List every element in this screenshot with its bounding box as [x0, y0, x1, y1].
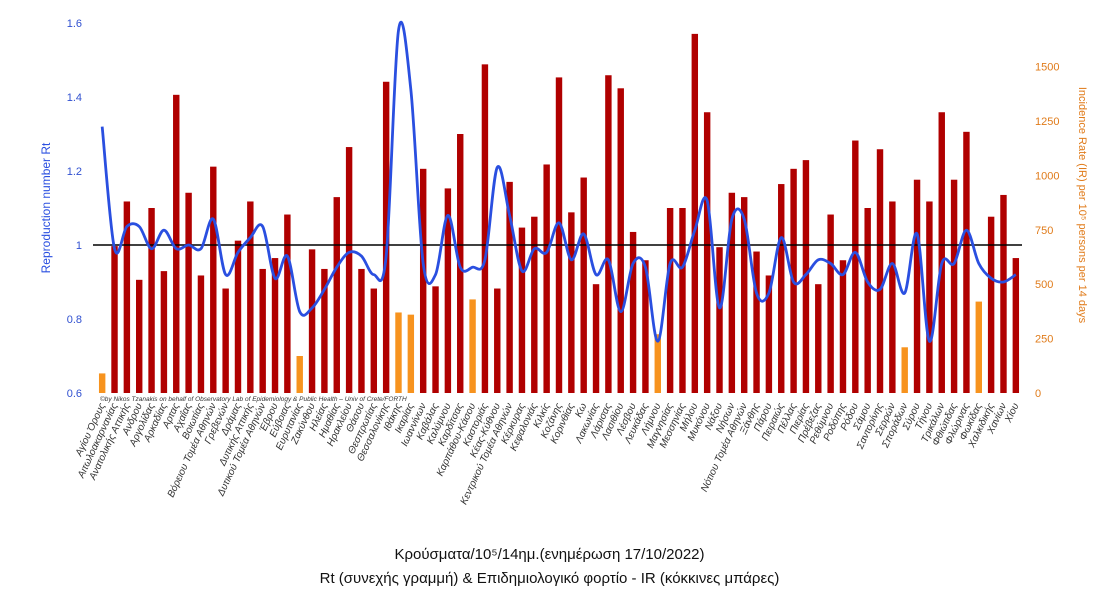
ir-bar — [555, 77, 563, 393]
right-tick-label: 1500 — [1035, 62, 1059, 74]
ir-bar — [827, 214, 834, 393]
left-tick-label: 1.2 — [67, 166, 82, 178]
ir-bar — [592, 284, 600, 393]
ir-bar — [765, 275, 773, 393]
ir-bar — [753, 251, 760, 393]
ir-bar — [506, 181, 513, 393]
chart-title-line1: Κρούσματα/10⁵/14ημ.(ενημέρωση 17/10/2022… — [394, 546, 705, 563]
ir-bar — [160, 271, 168, 393]
ir-bar — [296, 356, 303, 393]
ir-bar — [852, 140, 859, 393]
ir-bar — [358, 268, 365, 393]
ir-bar — [284, 214, 291, 393]
ir-bar — [629, 231, 637, 393]
left-tick-label: 0.8 — [67, 314, 82, 326]
ir-bar — [123, 201, 131, 393]
ir-bar — [481, 64, 489, 393]
ir-bar — [839, 260, 847, 393]
ir-bar — [271, 258, 279, 393]
ir-bar — [1000, 194, 1007, 393]
right-tick-label: 1000 — [1035, 170, 1059, 182]
right-tick-label: 1250 — [1035, 116, 1059, 128]
ir-bar — [864, 208, 871, 393]
credit-note: ©by Nikos Tzanakis on behalf of Observat… — [100, 395, 407, 403]
ir-bar — [778, 184, 785, 393]
ir-bar — [876, 149, 884, 393]
ir-bar — [494, 288, 501, 393]
right-tick-label: 750 — [1035, 225, 1053, 237]
ir-bar — [716, 247, 723, 393]
ir-bar — [210, 166, 217, 393]
ir-bar — [518, 227, 526, 393]
ir-bar — [889, 201, 896, 393]
ir-bar — [531, 216, 538, 393]
ir-bar — [926, 201, 933, 393]
ir-bar — [617, 88, 624, 393]
ir-bar — [642, 260, 649, 393]
right-tick-label: 0 — [1035, 388, 1041, 400]
ir-bar — [987, 216, 995, 393]
ir-bar — [136, 279, 143, 393]
ir-bar — [222, 288, 229, 393]
ir-bar — [938, 112, 945, 394]
ir-bar — [679, 208, 686, 393]
ir-bar — [605, 75, 612, 394]
ir-bar — [395, 312, 402, 393]
ir-bar — [444, 188, 452, 393]
ir-bar — [98, 373, 106, 393]
ir-bar — [580, 177, 587, 393]
right-tick-label: 500 — [1035, 279, 1053, 291]
ir-bar — [345, 147, 353, 393]
ir-bar — [568, 212, 575, 393]
ir-bar — [185, 192, 192, 393]
ir-bar — [247, 201, 254, 393]
ir-bar — [148, 208, 155, 393]
bar-series — [98, 33, 1020, 394]
ir-bar — [666, 208, 674, 393]
left-tick-label: 0.6 — [67, 388, 82, 400]
ir-bar — [950, 179, 958, 393]
ir-bar — [469, 299, 476, 393]
left-tick-label: 1 — [76, 240, 82, 252]
y-axis-right-label: Incidence Rate (IR) per 10⁵ persons per … — [1076, 87, 1088, 324]
ir-bar — [963, 131, 970, 393]
ir-bar — [913, 179, 921, 393]
ir-bar — [234, 240, 242, 393]
ir-bar — [1012, 258, 1020, 393]
ir-bar — [654, 334, 661, 393]
ir-bar — [815, 284, 822, 393]
left-tick-label: 1.4 — [67, 92, 82, 104]
ir-bar — [728, 192, 736, 393]
ir-bar — [197, 275, 205, 393]
ir-bar — [333, 197, 340, 393]
ir-bar — [543, 164, 550, 393]
left-axis-ticks: 0.6 0.8 1 1.2 1.4 1.6 — [67, 18, 82, 400]
ir-bar — [370, 288, 378, 393]
rt-line — [100, 20, 1017, 343]
ir-bar — [740, 197, 748, 393]
ir-bar — [111, 246, 118, 393]
ir-bar — [432, 286, 439, 393]
right-tick-label: 250 — [1035, 334, 1053, 346]
ir-bar — [419, 168, 427, 393]
right-axis-ticks: 0 250 500 750 1000 1250 1500 — [1035, 62, 1059, 401]
ir-bar — [259, 268, 266, 393]
ir-bar — [901, 347, 908, 393]
ir-bar — [975, 301, 982, 393]
y-axis-left-label: Reproduction number Rt — [39, 142, 53, 273]
ir-bar — [691, 33, 699, 393]
chart-title-line2: Rt (συνεχής γραμμή) & Επιδημιολογικό φορ… — [319, 570, 780, 587]
ir-bar — [308, 249, 316, 393]
ir-bar — [703, 112, 711, 394]
ir-bar — [173, 94, 180, 393]
left-tick-label: 1.6 — [67, 18, 82, 30]
ir-bar — [407, 314, 415, 393]
ir-bar — [321, 268, 328, 393]
